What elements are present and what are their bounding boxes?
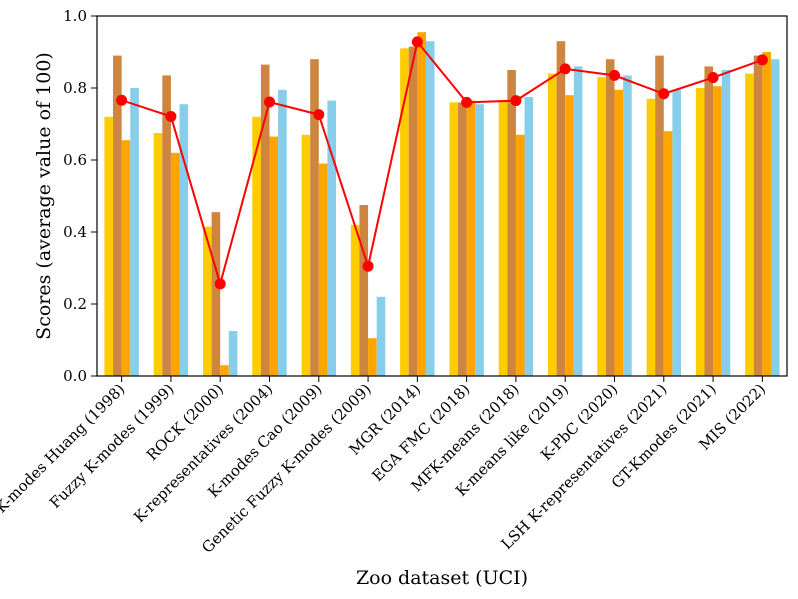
y-tick-label-2: 0.4	[63, 223, 87, 241]
average-point-5	[362, 260, 374, 272]
bar-s2-8	[507, 70, 516, 376]
average-line	[121, 39, 763, 288]
bar-s3-10	[614, 89, 624, 377]
bar-s4-1	[179, 104, 189, 376]
bar-s4-0	[130, 88, 139, 376]
bar-s1-3	[252, 116, 261, 377]
bar-s1-1	[153, 133, 163, 376]
bar-s3-9	[565, 95, 574, 376]
bar-s1-8	[498, 100, 508, 376]
bar-s1-13	[745, 73, 754, 376]
average-point-3	[264, 96, 275, 108]
bar-s2-7	[458, 102, 467, 377]
average-point-9	[559, 63, 571, 75]
y-tick-label-3: 0.6	[63, 151, 87, 169]
bar-s2-3	[260, 64, 270, 376]
bar-s4-2	[228, 331, 238, 376]
y-tick-label-4: 0.8	[63, 79, 87, 97]
bar-s1-11	[646, 98, 656, 377]
bar-s3-11	[663, 131, 673, 376]
bar-s4-4	[327, 100, 336, 376]
x-axis-label: Zoo dataset (UCI)	[356, 567, 528, 589]
bar-s2-4	[310, 59, 319, 376]
average-point-11	[658, 88, 670, 100]
bar-s1-10	[597, 77, 606, 376]
bar-s2-2	[211, 212, 221, 376]
bar-s2-0	[113, 55, 122, 376]
bar-s2-1	[162, 75, 171, 377]
bar-s1-12	[695, 88, 705, 376]
x-axis: K-modes Huang (1998)Fuzzy K-modes (1999)…	[0, 376, 769, 557]
bar-s4-10	[623, 75, 632, 377]
average-line-layer	[116, 36, 768, 290]
bar-s1-4	[301, 134, 311, 376]
average-point-2	[214, 278, 226, 290]
y-tick-label-0: 0.0	[63, 367, 87, 385]
bar-s4-12	[721, 70, 731, 376]
average-point-4	[313, 109, 325, 121]
average-point-0	[116, 94, 128, 106]
average-point-13	[756, 54, 768, 66]
bar-s4-3	[278, 89, 287, 377]
bar-s1-5	[350, 224, 360, 376]
bar-s1-6	[400, 48, 409, 377]
bar-s4-13	[770, 59, 780, 376]
bar-s3-6	[417, 32, 426, 376]
bar-s3-13	[762, 52, 771, 376]
bar-s3-0	[121, 140, 131, 376]
bar-s1-0	[104, 116, 114, 377]
bar-s2-11	[655, 55, 664, 376]
average-point-10	[609, 69, 620, 81]
average-point-7	[461, 96, 473, 108]
bar-s2-13	[753, 55, 763, 376]
plot-frame	[96, 15, 788, 377]
y-tick-label-1: 0.2	[63, 295, 87, 313]
bar-s3-8	[515, 134, 525, 376]
average-point-1	[165, 110, 177, 122]
average-point-8	[510, 95, 522, 107]
bar-s1-9	[548, 73, 557, 376]
average-point-12	[707, 72, 719, 84]
bar-s2-12	[704, 66, 714, 377]
bar-s2-6	[408, 46, 418, 376]
y-tick-label-5: 1.0	[63, 7, 87, 25]
bar-s3-12	[713, 86, 722, 376]
bar-s4-11	[672, 89, 681, 377]
y-axis: 0.0 0.2 0.4 0.6 0.8 1.0	[63, 7, 97, 385]
bar-s1-2	[203, 226, 212, 376]
bar-s4-7	[475, 104, 484, 376]
bar-s4-5	[376, 296, 386, 376]
bar-s3-7	[466, 100, 476, 376]
y-axis-label: Scores (average value of 100)	[33, 52, 55, 340]
bar-s1-7	[449, 102, 459, 377]
bar-s3-5	[368, 338, 377, 376]
bar-s2-5	[359, 205, 369, 376]
bar-s2-10	[605, 59, 615, 376]
bar-layer	[104, 32, 780, 377]
bar-s3-2	[220, 365, 229, 376]
bar-s2-9	[556, 41, 566, 376]
bar-s3-1	[170, 152, 180, 376]
bar-s4-9	[573, 66, 583, 377]
bar-s4-8	[524, 97, 534, 376]
average-point-6	[411, 36, 423, 48]
bar-s3-3	[269, 136, 279, 376]
bar-s3-4	[318, 163, 328, 376]
bar-s4-6	[425, 41, 435, 376]
